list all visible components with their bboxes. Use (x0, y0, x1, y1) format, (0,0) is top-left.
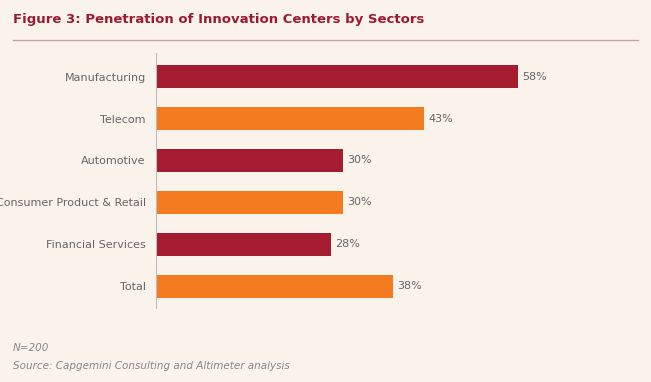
Bar (156, 275, 393, 298)
Bar (156, 149, 343, 172)
Text: 38%: 38% (397, 282, 422, 291)
Text: 30%: 30% (348, 197, 372, 207)
Text: 58%: 58% (522, 71, 547, 81)
Text: 43%: 43% (428, 113, 453, 123)
Text: Figure 3: Penetration of Innovation Centers by Sectors: Figure 3: Penetration of Innovation Cent… (13, 13, 424, 26)
Bar (156, 65, 518, 88)
Bar (156, 233, 331, 256)
Text: 30%: 30% (348, 155, 372, 165)
Bar (156, 107, 424, 130)
Bar (156, 191, 343, 214)
Text: Source: Capgemini Consulting and Altimeter analysis: Source: Capgemini Consulting and Altimet… (13, 361, 290, 371)
Text: N=200: N=200 (13, 343, 49, 353)
Text: 28%: 28% (335, 240, 360, 249)
